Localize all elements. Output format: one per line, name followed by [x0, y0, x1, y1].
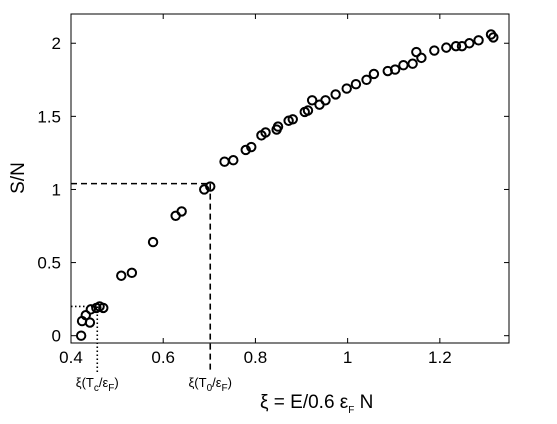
data-point	[75, 330, 87, 341]
x-axis-label-tail: N	[354, 392, 373, 413]
data-point	[361, 74, 372, 86]
data-point	[272, 121, 284, 132]
x-tick-label: 1.2	[428, 348, 452, 367]
data-point	[450, 40, 462, 52]
data-point	[84, 317, 96, 328]
data-point	[98, 302, 109, 314]
data-point	[302, 105, 314, 116]
y-tick-label: 1	[52, 180, 61, 199]
data-point	[330, 89, 341, 100]
data-point	[219, 156, 230, 167]
data-point	[389, 64, 401, 75]
data-point	[147, 236, 159, 248]
x-axis-label: ξ = E/0.6 εF N	[260, 392, 373, 416]
data-point	[240, 144, 251, 156]
data-point	[306, 95, 318, 106]
data-point	[441, 42, 452, 53]
plot-area-frame	[70, 13, 510, 344]
x-tick-label: 1	[343, 348, 352, 367]
data-point	[429, 45, 440, 56]
annotation-label: ξ(T0/εF)	[188, 375, 232, 394]
y-tick-label: 0	[52, 327, 61, 346]
data-point	[287, 114, 298, 125]
data-point	[350, 78, 362, 90]
data-point	[116, 270, 127, 281]
tick-labels: 0.4 0.6 0.8 1 1.2 0 0.5 1 1.5 2	[37, 34, 451, 367]
data-point	[488, 32, 499, 43]
data-points	[75, 29, 499, 341]
y-tick-label: 0.5	[37, 254, 61, 273]
annotations: ξ(Tc/εF) ξ(T0/εF)	[76, 375, 232, 394]
x-tick-label: 0.6	[151, 348, 175, 367]
reference-lines	[71, 182, 212, 373]
axis-ticks	[70, 14, 509, 343]
data-point	[85, 304, 97, 315]
x-axis-label-main: ξ = E/0.6 ε	[260, 392, 349, 413]
data-point	[176, 206, 187, 217]
y-tick-label: 1.5	[37, 107, 61, 126]
annotation-label: ξ(Tc/εF)	[76, 375, 119, 394]
data-point	[473, 35, 484, 46]
data-point	[407, 58, 418, 69]
x-tick-label: 0.4	[59, 348, 83, 367]
data-point	[205, 181, 216, 192]
data-point	[416, 52, 427, 64]
data-point	[398, 59, 409, 71]
data-point	[260, 127, 271, 138]
data-point	[320, 95, 331, 106]
data-point	[368, 68, 380, 80]
data-point	[246, 141, 257, 153]
x-axis-label-sub: F	[348, 405, 354, 416]
data-point	[228, 155, 239, 166]
data-point	[341, 83, 352, 94]
y-tick-label: 2	[52, 34, 61, 53]
data-point	[126, 267, 138, 279]
data-point	[464, 38, 475, 49]
data-point	[411, 46, 422, 58]
x-tick-label: 0.8	[244, 348, 268, 367]
y-axis-label: S/N	[8, 162, 29, 194]
